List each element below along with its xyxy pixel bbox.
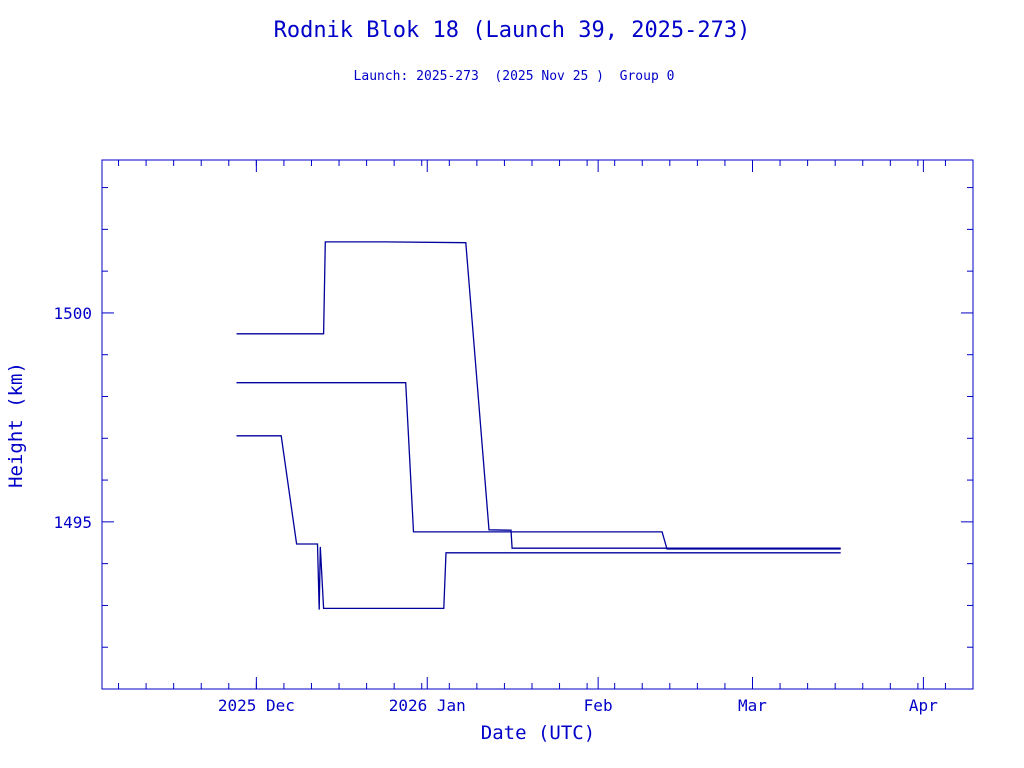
plot-frame xyxy=(101,159,974,690)
chart-subtitle: Launch: 2025-273 (2025 Nov 25 ) Group 0 xyxy=(354,69,675,84)
x-tick-labels: 2025 Dec 2026 Jan Feb Mar Apr xyxy=(218,696,938,715)
series-line-object-3 xyxy=(236,435,841,610)
y-axis-label: Height (km) xyxy=(5,362,27,488)
x-tick-label: Apr xyxy=(909,696,938,715)
y-tick-label: 1500 xyxy=(53,304,92,323)
y-tick-labels: 1495 1500 xyxy=(53,304,92,532)
x-axis-label: Date (UTC) xyxy=(481,722,595,744)
x-tick-label: Mar xyxy=(738,696,767,715)
x-tick-label: 2026 Jan xyxy=(389,696,466,715)
series-line-object-2 xyxy=(236,382,841,550)
chart-title: Rodnik Blok 18 (Launch 39, 2025-273) xyxy=(274,18,751,43)
y-tick-label: 1495 xyxy=(53,513,92,532)
axis-ticks xyxy=(102,160,973,690)
x-tick-label: Feb xyxy=(584,696,613,715)
series-line-object-1 xyxy=(236,241,841,549)
series-lines xyxy=(236,241,841,610)
x-tick-label: 2025 Dec xyxy=(218,696,295,715)
